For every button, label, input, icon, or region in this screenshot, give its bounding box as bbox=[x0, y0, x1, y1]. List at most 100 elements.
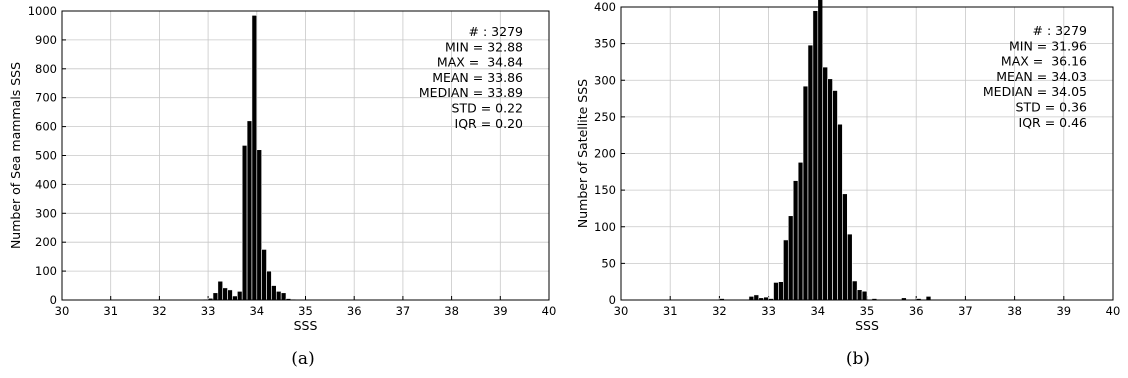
histogram-bar bbox=[212, 292, 219, 301]
x-tick-label: 33 bbox=[761, 304, 776, 318]
x-tick-label: 33 bbox=[201, 304, 216, 318]
x-tick-label: 34 bbox=[249, 304, 264, 318]
x-tick-label: 34 bbox=[810, 304, 825, 318]
histogram-bar bbox=[271, 285, 277, 301]
histogram-bar bbox=[837, 123, 843, 301]
histogram-bar bbox=[748, 296, 755, 301]
stats-line: MIN = 32.88 bbox=[445, 39, 523, 54]
histogram-bar bbox=[246, 120, 253, 301]
stats-line: STD = 0.36 bbox=[1016, 100, 1087, 115]
x-tick-label: 40 bbox=[1106, 304, 1121, 318]
plot-frame bbox=[620, 6, 1114, 301]
histogram-bar bbox=[817, 0, 824, 301]
stats-line: MIN = 31.96 bbox=[1009, 38, 1087, 53]
panel-caption: (a) bbox=[291, 349, 314, 369]
x-tick-label: 37 bbox=[958, 304, 973, 318]
panel-a-sea-mammals-histogram: 30 31 32 33 34 35 36 37 38 39 40010020030040050060… bbox=[8, 4, 556, 369]
histogram-bar bbox=[822, 66, 828, 301]
x-axis-label: SSS bbox=[855, 318, 879, 333]
stats-line: # : 3279 bbox=[1033, 23, 1087, 38]
histogram-bar bbox=[812, 10, 819, 301]
histogram-bar bbox=[266, 270, 272, 301]
y-tick-label: 100 bbox=[594, 220, 616, 234]
x-tick-label: 32 bbox=[152, 304, 167, 318]
x-tick-label: 30 bbox=[55, 304, 70, 318]
histogram-bar bbox=[256, 149, 262, 301]
x-tick-label: 38 bbox=[1007, 304, 1022, 318]
histogram-bar bbox=[227, 289, 233, 301]
y-tick-label: 300 bbox=[35, 206, 57, 220]
y-axis-label: Number of Sea mammals SSS bbox=[8, 62, 23, 249]
y-tick-label: 900 bbox=[35, 33, 57, 47]
histogram-bar bbox=[787, 215, 794, 301]
y-tick-label: 250 bbox=[594, 110, 616, 124]
histogram-bar bbox=[851, 280, 858, 301]
x-tick-label: 31 bbox=[663, 304, 678, 318]
histogram-bar bbox=[280, 292, 287, 301]
stats-line: IQR = 0.20 bbox=[455, 116, 524, 131]
x-tick-label: 30 bbox=[614, 304, 629, 318]
histogram-bar bbox=[237, 291, 243, 301]
histogram-bar bbox=[861, 290, 868, 301]
y-tick-label: 0 bbox=[50, 293, 57, 307]
x-tick-label: 31 bbox=[103, 304, 118, 318]
histogram-bar bbox=[856, 289, 863, 301]
x-tick-label: 36 bbox=[909, 304, 924, 318]
y-tick-label: 350 bbox=[594, 37, 616, 51]
x-tick-label: 39 bbox=[1056, 304, 1071, 318]
histogram-bar bbox=[778, 281, 784, 301]
x-tick-label: 35 bbox=[860, 304, 875, 318]
histogram-bar bbox=[807, 44, 814, 301]
y-tick-label: 200 bbox=[594, 147, 616, 161]
stats-line: MEDIAN = 33.89 bbox=[419, 85, 523, 100]
y-tick-label: 0 bbox=[609, 293, 616, 307]
y-tick-label: 100 bbox=[35, 264, 57, 278]
x-tick-label: 32 bbox=[712, 304, 727, 318]
histogram-bar bbox=[753, 294, 760, 301]
y-tick-label: 700 bbox=[35, 91, 57, 105]
histogram-bar bbox=[842, 193, 848, 301]
histogram-bar bbox=[232, 295, 238, 301]
y-tick-label: 500 bbox=[35, 149, 57, 163]
y-axis-label: Number of Satellite SSS bbox=[575, 79, 590, 228]
y-tick-label: 300 bbox=[594, 73, 616, 87]
histogram-bar bbox=[251, 15, 258, 301]
y-tick-label: 400 bbox=[35, 177, 57, 191]
y-tick-label: 400 bbox=[594, 0, 616, 14]
y-tick-label: 150 bbox=[594, 183, 616, 197]
stats-line: IQR = 0.46 bbox=[1019, 115, 1088, 130]
histogram-bar bbox=[802, 85, 809, 301]
y-tick-label: 800 bbox=[35, 62, 57, 76]
histogram-bar bbox=[222, 287, 228, 301]
x-tick-label: 35 bbox=[298, 304, 313, 318]
stats-line: MEAN = 33.86 bbox=[432, 70, 523, 85]
stats-line: MAX = 34.84 bbox=[437, 55, 523, 70]
x-tick-label: 39 bbox=[493, 304, 508, 318]
panel-b-satellite-histogram: 30 31 32 33 34 35 36 37 38 39 40050100150200250300… bbox=[575, 0, 1120, 369]
histogram-bar bbox=[783, 239, 789, 301]
x-tick-label: 36 bbox=[347, 304, 362, 318]
y-tick-label: 50 bbox=[601, 256, 616, 270]
x-tick-label: 38 bbox=[444, 304, 459, 318]
y-tick-label: 600 bbox=[35, 120, 57, 134]
histogram-bar bbox=[241, 145, 248, 301]
histogram-bar bbox=[275, 291, 282, 301]
x-tick-label: 37 bbox=[396, 304, 411, 318]
plot-frame bbox=[61, 10, 550, 301]
histogram-bar bbox=[832, 90, 838, 301]
stats-line: MAX = 36.16 bbox=[1001, 54, 1087, 69]
y-tick-label: 200 bbox=[35, 235, 57, 249]
y-tick-label: 1000 bbox=[28, 4, 57, 18]
histogram-bar bbox=[797, 161, 804, 301]
histogram-bar bbox=[261, 249, 267, 301]
panel-caption: (b) bbox=[846, 349, 870, 369]
stats-line: MEDIAN = 34.05 bbox=[983, 84, 1087, 99]
histogram-bar bbox=[827, 78, 833, 301]
histogram-bar bbox=[792, 180, 799, 301]
x-tick-label: 40 bbox=[542, 304, 557, 318]
x-axis-label: SSS bbox=[294, 318, 318, 333]
stats-line: # : 3279 bbox=[469, 24, 523, 39]
histogram-bar bbox=[847, 233, 853, 301]
stats-line: STD = 0.22 bbox=[452, 101, 523, 116]
